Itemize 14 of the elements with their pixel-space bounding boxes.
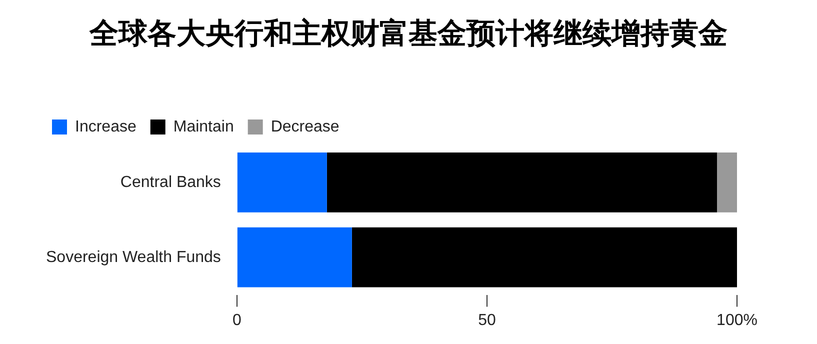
bar	[237, 152, 327, 212]
bar	[237, 227, 352, 288]
x-tick-label: 50	[478, 312, 496, 329]
x-tick-label: 100%	[716, 312, 758, 329]
x-tick-label: 0	[232, 312, 242, 329]
bar	[716, 152, 737, 212]
bar	[326, 152, 717, 212]
y-tick-label: Sovereign Wealth Funds	[46, 248, 221, 266]
chart-title: 全球各大央行和主权财富基金预计将继续增持黄金	[88, 15, 728, 52]
y-tick-label: Central Banks	[120, 174, 221, 191]
legend-label: Increase	[75, 118, 136, 136]
legend-label: Maintain	[173, 118, 234, 136]
bar	[352, 227, 737, 288]
legend-label: Decrease	[270, 118, 340, 136]
